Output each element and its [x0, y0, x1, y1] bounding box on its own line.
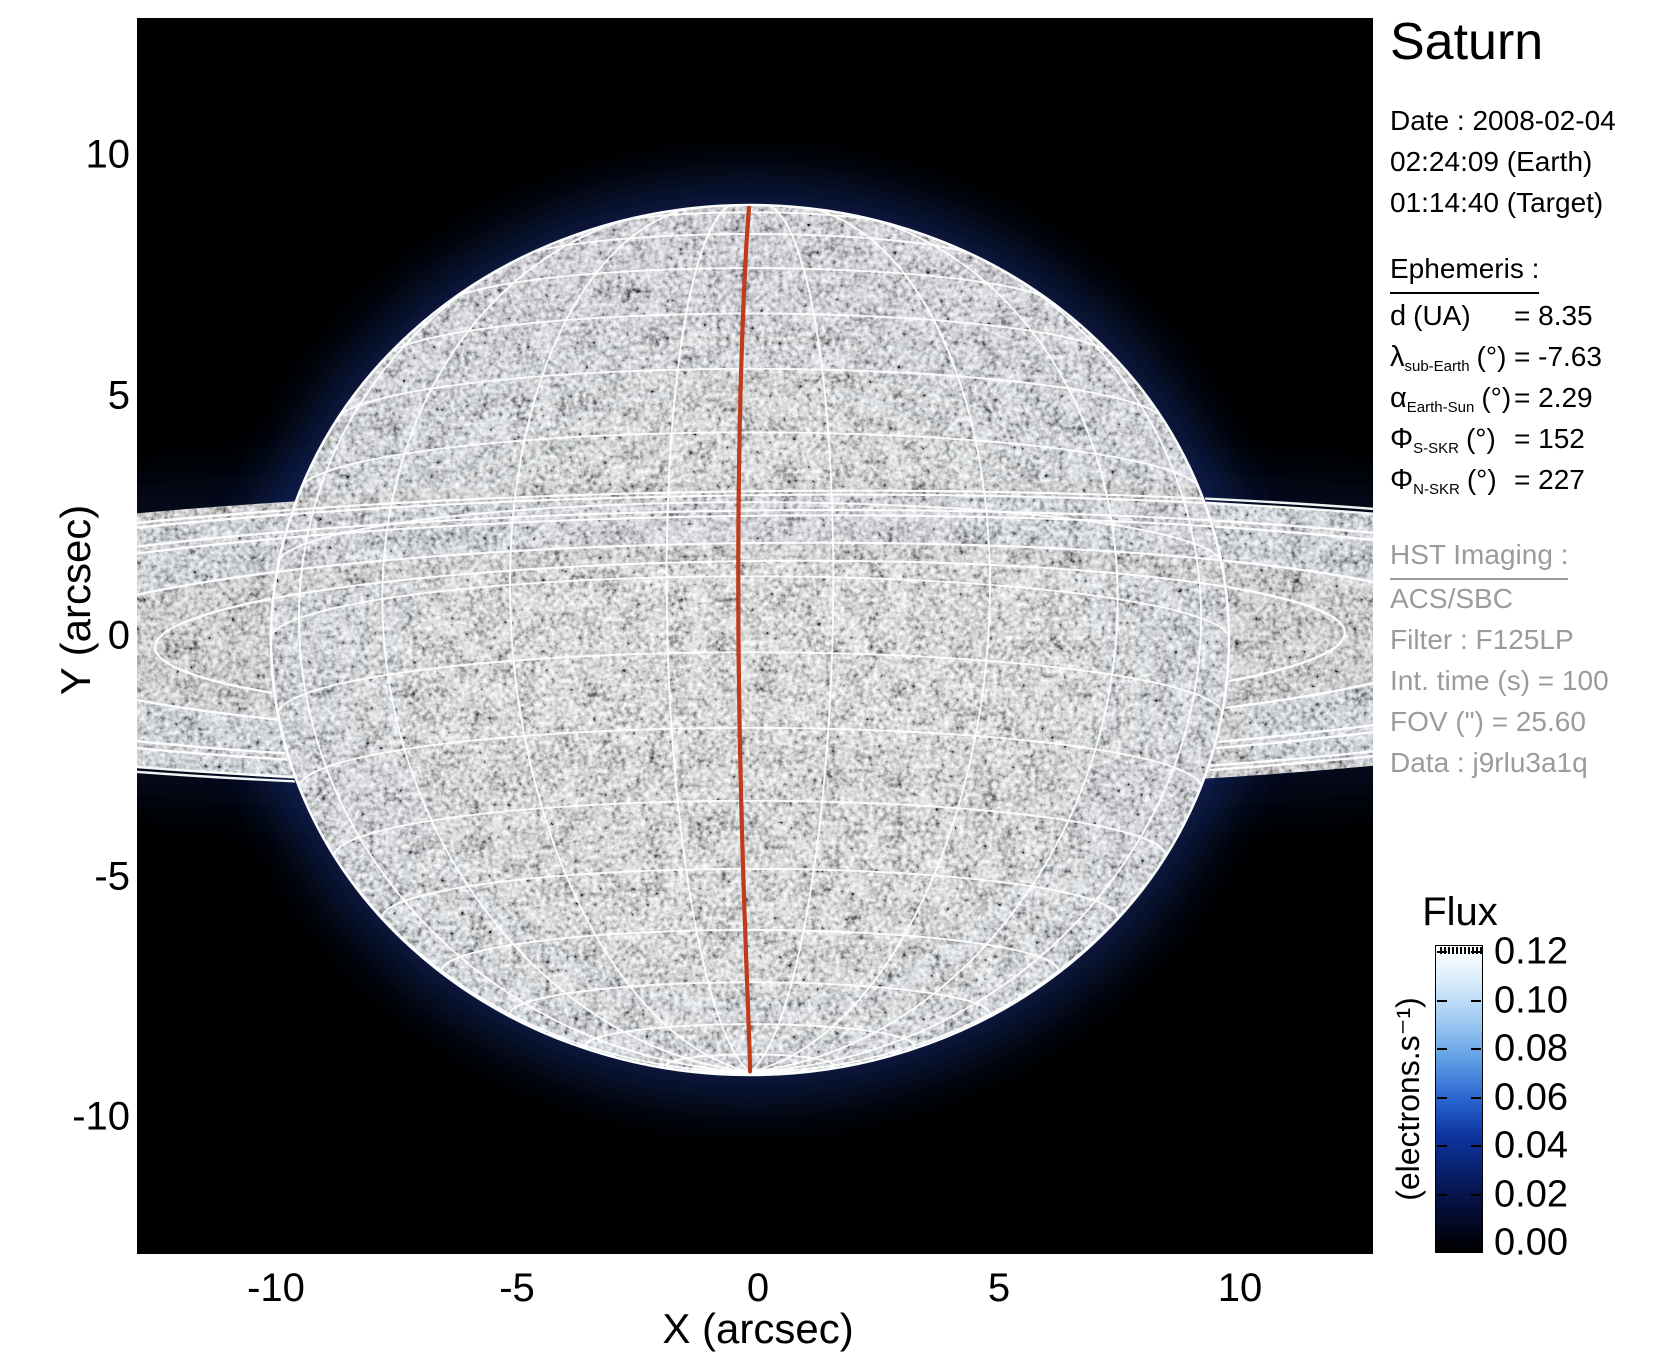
ephemeris-subscript: N-SKR: [1413, 481, 1460, 498]
ephemeris-subscript: sub-Earth: [1404, 358, 1470, 375]
colorbar-tick-label: 0.06: [1494, 1076, 1568, 1118]
ephemeris-symbol: Φ: [1390, 423, 1414, 455]
ephemeris-heading: Ephemeris :: [1390, 248, 1540, 294]
ephemeris-unit: (UA): [1413, 300, 1471, 331]
colorbar-minor-tick: [1444, 947, 1446, 954]
ephemeris-value: = 8.35: [1514, 300, 1593, 331]
y-tick-label: 0: [107, 613, 130, 658]
flux-colorbar: [1435, 945, 1483, 1253]
colorbar-tick-mark: [1471, 1145, 1481, 1147]
colorbar-tick-mark: [1437, 1145, 1447, 1147]
ephemeris-value: = 2.29: [1514, 382, 1593, 413]
ephemeris-value: = 152: [1514, 423, 1585, 454]
y-tick-label: 5: [107, 373, 130, 417]
colorbar-tick-label: 0.00: [1494, 1221, 1568, 1264]
colorbar-unit-label: (electrons.s⁻¹): [1390, 997, 1426, 1201]
colorbar-tick-mark: [1471, 1242, 1481, 1244]
colorbar-minor-tick: [1456, 947, 1458, 954]
x-tick-label: 10: [1217, 1266, 1263, 1310]
ephemeris-unit: (°): [1466, 464, 1497, 495]
ephemeris-symbol: d: [1390, 300, 1407, 332]
colorbar-minor-tick: [1468, 947, 1470, 954]
colorbar-tick-mark: [1471, 1193, 1481, 1196]
x-tick-label: 5: [987, 1266, 1011, 1310]
ephemeris-value: = 227: [1514, 464, 1585, 495]
central-meridian-line: [736, 206, 753, 1074]
hst-line: FOV (") = 25.60: [1390, 706, 1586, 737]
y-axis-label: Y (arcsec): [52, 504, 99, 696]
hst-line: Data : j9rlu3a1q: [1390, 747, 1588, 778]
figure-title: Saturn: [1390, 13, 1544, 71]
ephemeris-row: d (UA) = 8.35: [1390, 295, 1593, 336]
hst-heading: HST Imaging :: [1390, 534, 1569, 580]
colorbar-tick-mark: [1437, 1048, 1447, 1050]
date-line: 02:24:09 (Earth): [1390, 146, 1593, 177]
ephemeris-subscript: S-SKR: [1413, 440, 1459, 457]
hst-line: ACS/SBC: [1390, 583, 1513, 614]
ephemeris-table: d (UA) = 8.35 λsub-Earth (°) = -7.63 αEarth-Su…: [1390, 295, 1602, 500]
colorbar-tick-mark: [1437, 1096, 1447, 1099]
colorbar-tick-mark: [1471, 1096, 1481, 1099]
colorbar-minor-tick: [1440, 947, 1442, 954]
x-tick-label: -5: [499, 1266, 535, 1310]
x-tick-label: 0: [746, 1266, 770, 1310]
colorbar-minor-tick: [1472, 947, 1474, 954]
colorbar-tick-label: 0.12: [1494, 930, 1568, 973]
y-tick-label: 10: [85, 132, 131, 177]
y-tick-label: -5: [94, 854, 130, 898]
colorbar-minor-tick: [1480, 947, 1482, 954]
hst-line: Filter : F125LP: [1390, 624, 1574, 655]
ephemeris-subscript: Earth-Sun: [1406, 399, 1475, 416]
ephemeris-row: ΦS-SKR (°) = 152: [1390, 418, 1585, 459]
colorbar-minor-tick: [1460, 947, 1462, 954]
hst-line: Int. time (s) = 100: [1390, 665, 1609, 696]
colorbar-minor-tick: [1452, 947, 1454, 954]
colorbar-title: Flux: [1422, 890, 1498, 934]
date-block: Date : 2008-02-04 02:24:09 (Earth) 01:14:4…: [1390, 100, 1616, 223]
y-tick-label: -10: [72, 1094, 130, 1139]
ephemeris-unit: (°): [1476, 341, 1507, 372]
hst-info-block: ACS/SBC Filter : F125LP Int. time (s) = 10…: [1390, 578, 1609, 783]
colorbar-minor-tick: [1476, 947, 1478, 954]
saturn-image-plot: [137, 18, 1373, 1254]
colorbar-tick-label: 0.10: [1494, 979, 1568, 1021]
ephemeris-symbol: λ: [1390, 341, 1405, 373]
ephemeris-row: λsub-Earth (°) = -7.63: [1390, 336, 1602, 377]
colorbar-minor-tick: [1464, 947, 1466, 954]
colorbar-tick-label: 0.02: [1494, 1173, 1568, 1215]
x-tick-label: -10: [247, 1266, 305, 1310]
colorbar-minor-tick: [1448, 947, 1450, 954]
colorbar-tick-mark: [1471, 1048, 1481, 1050]
x-axis-label: X (arcsec): [662, 1305, 854, 1352]
ephemeris-symbol: α: [1390, 382, 1407, 414]
colorbar-tick-mark: [1437, 951, 1447, 953]
ephemeris-value: = -7.63: [1514, 341, 1602, 372]
date-line: Date : 2008-02-04: [1390, 105, 1616, 136]
date-line: 01:14:40 (Target): [1390, 187, 1604, 218]
colorbar-tick-mark: [1437, 999, 1447, 1002]
ephemeris-row: ΦN-SKR (°) = 227: [1390, 459, 1585, 500]
ephemeris-symbol: Φ: [1390, 464, 1414, 496]
colorbar-tick-mark: [1437, 1242, 1447, 1244]
colorbar-tick-mark: [1437, 1193, 1447, 1196]
ephemeris-unit: (°): [1465, 423, 1496, 454]
ephemeris-row: αEarth-Sun (°) = 2.29: [1390, 377, 1593, 418]
colorbar-tick-label: 0.04: [1494, 1124, 1568, 1167]
colorbar-tick-label: 0.08: [1494, 1027, 1568, 1070]
ephemeris-unit: (°): [1481, 382, 1512, 413]
colorbar-tick-mark: [1471, 999, 1481, 1002]
